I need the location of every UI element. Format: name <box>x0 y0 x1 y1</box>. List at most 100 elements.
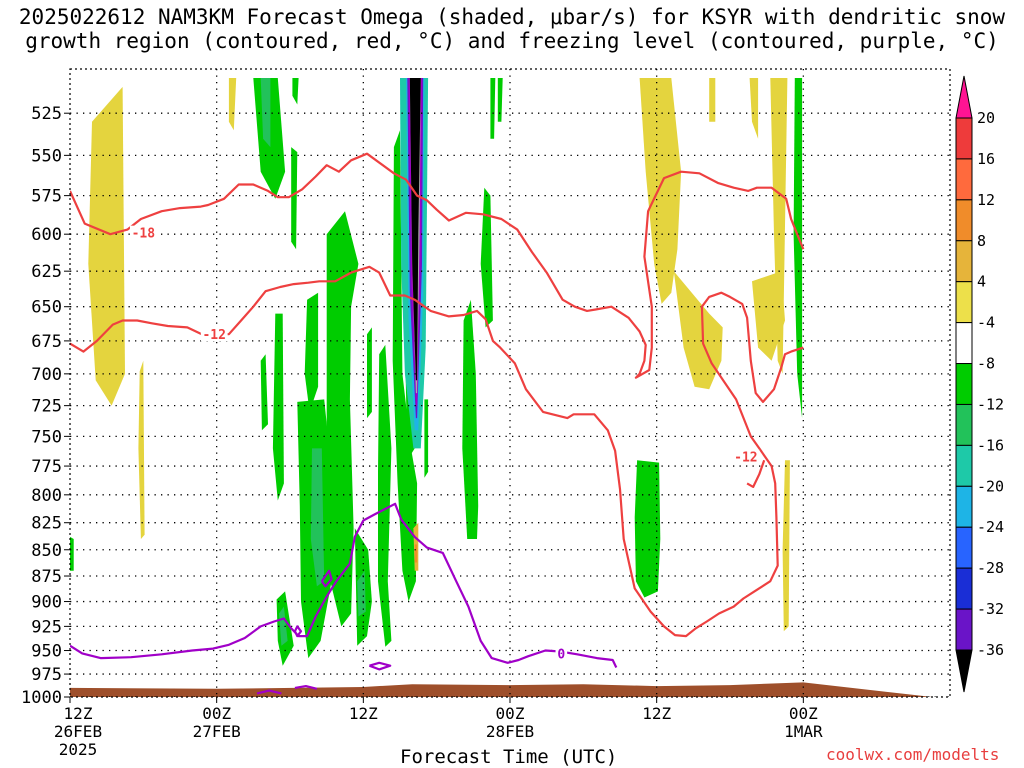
y-tick-label: 625 <box>31 262 62 282</box>
colorbar-label: -24 <box>977 518 1004 536</box>
contour-line-1 <box>70 265 804 638</box>
source-credit: coolwx.com/modelts <box>826 745 1000 764</box>
omega-region-26 <box>310 448 325 587</box>
omega-region-21 <box>497 78 503 122</box>
x-tick-label: 26FEB <box>54 722 102 741</box>
omega-region-35 <box>782 460 790 632</box>
colorbar-label: -12 <box>977 395 1004 413</box>
contour-line-6 <box>369 661 392 671</box>
y-tick-label: 650 <box>31 298 62 318</box>
omega-region-20 <box>490 78 496 139</box>
y-tick-label: 675 <box>31 332 62 352</box>
svg-text:-18: -18 <box>132 227 156 242</box>
omega-region-25 <box>260 78 271 148</box>
x-axis-title: Forecast Time (UTC) <box>400 746 618 768</box>
plot-frame <box>69 68 951 698</box>
colorbar-swatch <box>955 403 973 446</box>
svg-text:-12: -12 <box>202 328 225 343</box>
colorbar-label: -4 <box>977 314 995 332</box>
plot-area: -18 -12 -12 0 <box>70 69 950 697</box>
omega-region-19 <box>480 187 493 328</box>
colorbar-label: 16 <box>977 150 995 168</box>
omega-region-30 <box>673 271 723 390</box>
y-tick-label: 525 <box>31 104 62 124</box>
colorbar-swatch <box>955 444 973 487</box>
y-tick-label: 1000 <box>21 688 62 708</box>
omega-region-2 <box>228 78 237 131</box>
x-tick-label: 00Z <box>789 704 818 723</box>
omega-region-34 <box>709 78 716 122</box>
y-tick-label: 800 <box>31 486 62 506</box>
x-tick-label: 12Z <box>64 704 93 723</box>
y-tick-label: 875 <box>31 567 62 587</box>
y-tick-label: 775 <box>31 457 62 477</box>
omega-region-7 <box>260 354 268 431</box>
colorbar-label: 20 <box>977 109 995 127</box>
colorbar-label: -28 <box>977 559 1004 577</box>
omega-region-6 <box>272 313 284 501</box>
omega-region-32 <box>749 78 759 139</box>
y-tick-label: 950 <box>31 642 62 662</box>
omega-region-24 <box>70 536 74 571</box>
colorbar-label: -32 <box>977 600 1004 618</box>
contour-label: 0 <box>555 646 568 662</box>
colorbar-swatch <box>955 281 973 324</box>
chart-title-line-1: 2025022612 NAM3KM Forecast Omega (shaded… <box>18 5 1006 29</box>
contour-label: -12 <box>200 327 228 343</box>
colorbar-swatch <box>955 240 973 283</box>
colorbar-swatch <box>955 199 973 242</box>
omega-region-4 <box>292 78 299 105</box>
omega-region-43 <box>409 78 421 381</box>
contour-line-7 <box>256 689 282 695</box>
y-tick-label: 900 <box>31 593 62 613</box>
y-tick-label: 700 <box>31 365 62 385</box>
contour-line-5 <box>293 625 303 638</box>
x-tick-label: 1MAR <box>784 722 823 741</box>
y-tick-label: 925 <box>31 617 62 637</box>
contour-line-8 <box>294 685 318 690</box>
omega-region-33 <box>770 78 788 374</box>
colorbar-swatch <box>955 363 973 405</box>
omega-region-17 <box>424 399 429 478</box>
omega-region-11 <box>326 211 359 627</box>
contour-line-4 <box>320 569 333 588</box>
x-tick-label: 00Z <box>202 704 231 723</box>
omega-region-0 <box>88 86 125 406</box>
y-tick-label: 975 <box>31 665 62 685</box>
omega-region-1 <box>138 360 145 539</box>
colorbar-swatch <box>955 485 973 528</box>
contour-line-3 <box>70 502 618 668</box>
colorbar-label: 12 <box>977 191 995 209</box>
omega-region-14 <box>378 344 392 647</box>
y-tick-label: 825 <box>31 514 62 534</box>
colorbar-top-arrow <box>955 75 973 119</box>
colorbar-label: -16 <box>977 436 1004 454</box>
omega-region-5 <box>291 147 298 250</box>
x-tick-label: 00Z <box>496 704 525 723</box>
omega-region-37 <box>414 544 418 563</box>
y-tick-label: 750 <box>31 427 62 447</box>
colorbar: 20 16 12 8 4 -4 -8 -12 -16 -20 -24 -28 -32 -36 <box>955 75 1004 693</box>
omega-region-27 <box>357 570 366 617</box>
chart-title-line-2: growth region (contoured, red, °C) and f… <box>25 29 999 53</box>
y-tick-label: 850 <box>31 541 62 561</box>
omega-region-18 <box>462 299 479 539</box>
colorbar-bottom-arrow <box>955 649 973 693</box>
omega-region-29 <box>639 78 682 304</box>
colorbar-label: 4 <box>977 273 986 291</box>
colorbar-swatch <box>955 526 973 569</box>
svg-text:0: 0 <box>557 647 565 662</box>
omega-region-22 <box>634 460 661 598</box>
x-tick-label: 28FEB <box>486 722 534 741</box>
y-tick-label: 725 <box>31 397 62 417</box>
y-tick-label: 575 <box>31 187 62 207</box>
colorbar-swatch <box>955 117 973 160</box>
contour-label: -12 <box>732 449 760 466</box>
omega-region-13 <box>367 327 372 419</box>
colorbar-swatch <box>955 322 973 365</box>
colorbar-swatch <box>955 158 973 201</box>
contour-line-0 <box>70 152 805 379</box>
terrain-fill <box>70 682 933 697</box>
colorbar-label: 8 <box>977 232 986 250</box>
